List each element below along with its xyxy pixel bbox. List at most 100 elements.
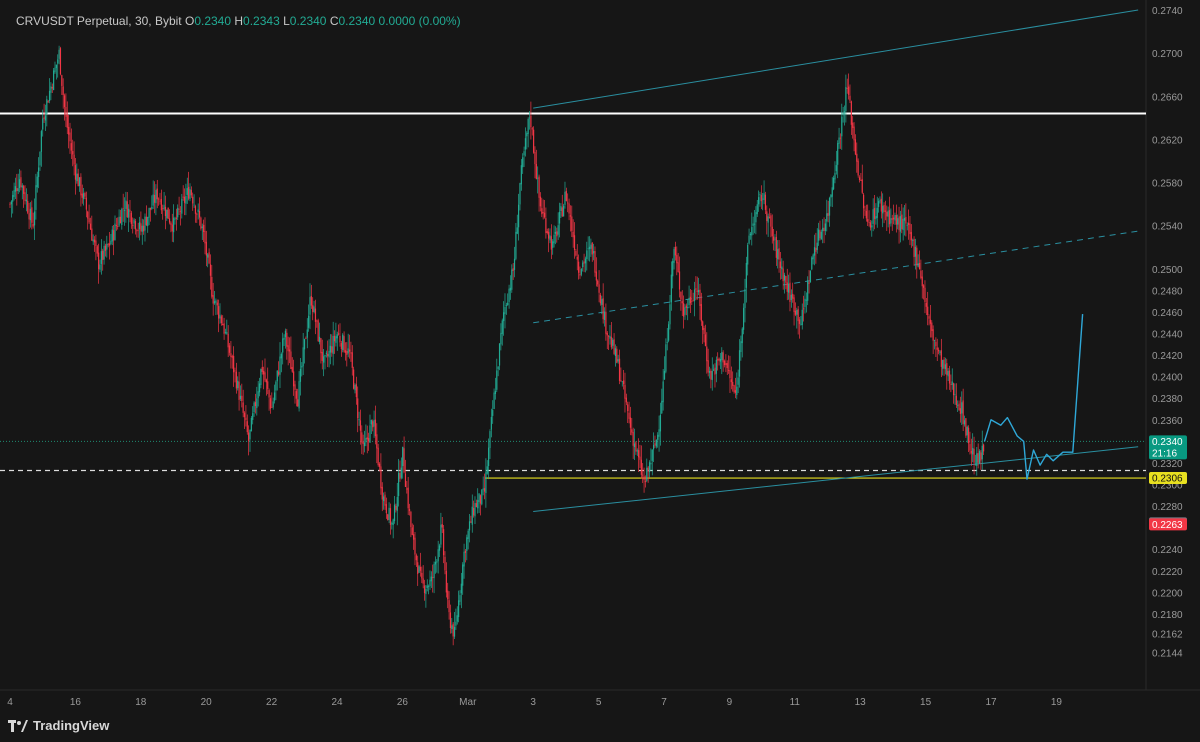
candle-body-up [672,260,674,277]
candle-body-up [302,347,304,367]
projection-path[interactable] [983,314,1084,480]
candle-body-up [713,369,715,371]
candle-body-down [893,217,895,220]
channel-mid-line[interactable] [533,230,1139,324]
candle-body-down [91,228,93,241]
candle-body-down [80,176,82,196]
candle-body-up [978,450,981,464]
candle-body-down [209,264,212,276]
candle-body-up [40,131,42,152]
candle-body-down [320,338,322,354]
candle-body-up [737,377,739,385]
candle-body-down [267,381,269,389]
candle-body-up [455,621,457,626]
candle-body-up [711,370,713,381]
candle-body-up [636,450,638,452]
candle-body-up [564,191,566,205]
candle-body-up [497,366,499,370]
candle-body-up [894,215,896,221]
candle-body-down [346,350,348,355]
candle-body-down [718,358,720,361]
candle-body-down [445,570,447,593]
candle-body-up [275,381,277,391]
candle-body-down [361,432,363,443]
candle-body-up [256,398,258,409]
candle-body-up [666,341,668,343]
candle-body-up [185,195,187,204]
candle-body-down [717,359,719,361]
candle-body-up [189,188,191,199]
candle-body-down [93,239,96,243]
tradingview-logo[interactable]: TradingView [8,718,109,733]
candle-body-down [854,139,857,155]
candle-body-down [916,247,918,266]
candle-body-up [633,443,636,448]
candle-body-down [132,224,134,226]
tradingview-mark-icon [8,719,28,732]
candle-body-down [231,356,233,358]
candle-body-down [803,308,805,310]
candle-body-down [245,417,247,421]
candle-body-down [290,351,292,369]
candle-body-up [12,195,14,202]
price-tick-label: 0.2620 [1152,135,1183,146]
candle-body-up [833,177,835,190]
time-axis[interactable]: 4 16 18 20 22 24 26 Mar 3 5 7 9 11 13 15 17 19 [7,697,1062,708]
candle-body-up [813,247,816,256]
candle-body-down [263,370,265,375]
channel-upper-line[interactable] [533,9,1139,109]
candle-body-up [590,244,592,249]
candle-body-down [158,198,160,200]
candle-body-down [310,296,312,306]
candle-body-up [584,258,587,264]
candle-body-down [700,304,702,322]
candle-body-up [21,185,23,188]
candle-body-up [306,329,308,338]
candle-body-up [842,112,844,116]
price-badge [1149,472,1187,485]
candle-body-up [459,595,461,602]
candle-body-down [616,348,618,363]
candle-body-down [819,230,821,239]
candle-body-up [197,209,199,212]
candle-body-down [316,320,318,322]
candle-body-up [504,306,506,315]
candle-body-up [961,402,963,414]
symbol-label[interactable]: CRVUSDT Perpetual, 30, Bybit [16,14,182,28]
candle-body-down [950,384,952,385]
candle-body-down [130,212,132,224]
candle-body-down [377,447,379,466]
candle-body-up [42,118,44,130]
candle-body-down [927,306,929,316]
horizontal-levels [0,112,1146,479]
candle-body-down [921,276,923,287]
candle-body-up [758,197,760,205]
candle-body-down [608,335,610,337]
candle-body-down [387,514,389,521]
candle-body-up [309,297,311,315]
candle-body-down [968,427,970,444]
candle-body-up [942,359,944,369]
low-label: L [283,14,290,28]
candle-body-up [477,500,479,509]
candle-body-down [923,285,925,288]
candle-body-down [852,122,854,128]
candle-body-up [55,64,57,69]
candle-body-down [857,160,859,176]
candle-body-up [429,579,431,587]
projection-line[interactable] [983,314,1084,480]
price-axis[interactable]: 0.2740 0.2700 0.2660 0.2620 0.2580 0.2540 0.25… [1152,6,1183,660]
candle-body-down [115,225,117,227]
candle-body-down [473,507,475,516]
candle-body-down [168,218,171,223]
time-tick-label: 24 [331,697,343,708]
candle-body-down [449,612,452,629]
candle-body-up [752,223,754,226]
candle-body-up [100,251,102,264]
candle-body-down [31,207,33,223]
low-value: 0.2340 [289,14,327,28]
price-tick-label: 0.2460 [1152,308,1183,319]
candle-body-down [338,333,340,335]
